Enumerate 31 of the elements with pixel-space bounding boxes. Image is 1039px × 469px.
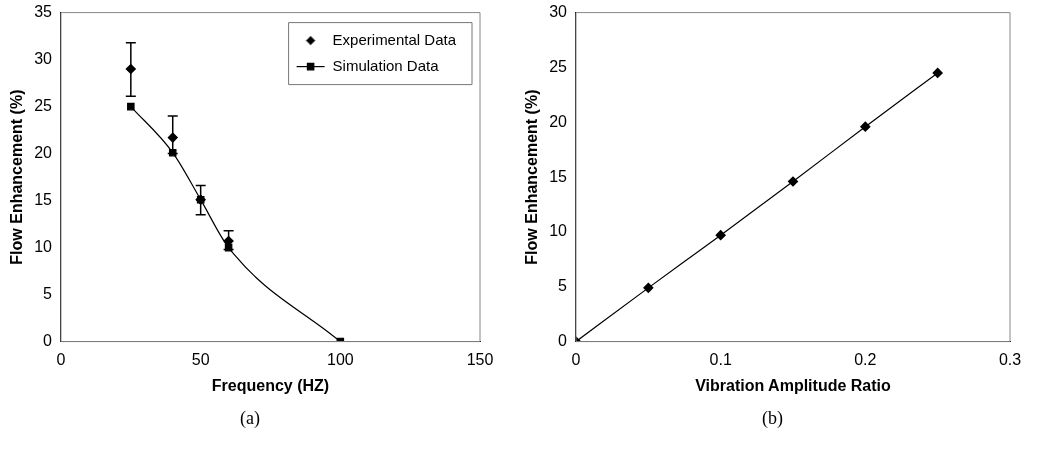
y-tick-label: 10	[549, 222, 568, 240]
x-tick-label: 50	[191, 350, 210, 368]
x-tick-label: 0.1	[709, 350, 732, 368]
y-tick-label: 25	[34, 97, 53, 115]
y-tick-label: 0	[558, 332, 568, 350]
x-tick-label: 0.3	[998, 350, 1022, 368]
x-tick-label: 0	[571, 350, 581, 368]
x-axis-title: Frequency (HZ)	[211, 376, 330, 394]
y-tick-label: 30	[34, 50, 53, 68]
y-tick-label: 5	[43, 285, 53, 303]
y-tick-label: 15	[34, 191, 53, 209]
y-tick-label: 5	[558, 277, 568, 295]
text: (a)	[239, 408, 261, 429]
y-tick-label: 35	[34, 3, 53, 21]
y-tick-label: 20	[34, 144, 53, 162]
x-tick-label: 0.2	[854, 350, 877, 368]
y-tick-label: 0	[43, 332, 53, 350]
x-tick-label: 0	[56, 350, 66, 368]
y-axis-title: Flow Enhancement (%)	[8, 89, 26, 265]
y-tick-label: 10	[34, 238, 53, 256]
legend-label: Experimental Data	[332, 30, 457, 48]
x-axis-title: Vibration Amplitude Ratio	[695, 376, 892, 394]
y-tick-label: 20	[549, 112, 568, 130]
y-tick-label: 15	[549, 167, 568, 185]
x-tick-label: 100	[326, 350, 354, 368]
y-axis-title: Flow Enhancement (%)	[523, 89, 541, 265]
y-tick-label: 25	[549, 57, 568, 75]
legend-label: Simulation Data	[332, 56, 440, 74]
x-tick-label: 150	[466, 350, 494, 368]
y-tick-label: 30	[549, 3, 568, 21]
text: (b)	[761, 408, 784, 429]
